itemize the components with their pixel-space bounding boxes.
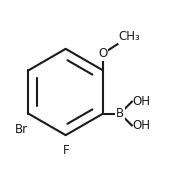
Text: B: B xyxy=(116,107,124,120)
Text: Br: Br xyxy=(15,123,28,136)
Text: OH: OH xyxy=(133,119,151,132)
Text: OH: OH xyxy=(133,95,151,108)
Text: CH₃: CH₃ xyxy=(118,30,140,43)
Text: O: O xyxy=(98,47,108,60)
Text: F: F xyxy=(62,144,69,158)
